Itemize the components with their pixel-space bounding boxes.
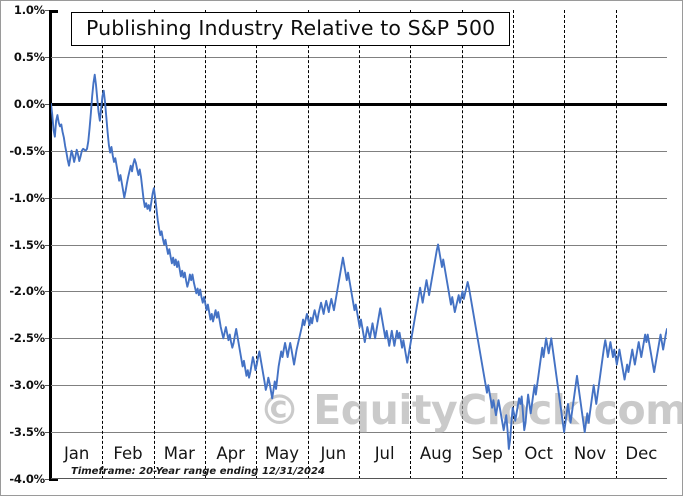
y-axis-tick-label: -1.0% bbox=[9, 190, 45, 205]
plot-area bbox=[51, 10, 667, 479]
y-axis-line bbox=[49, 10, 52, 480]
x-axis-month-label: Mar bbox=[163, 444, 195, 463]
x-axis-month-label: Jul bbox=[374, 444, 395, 463]
month-separator bbox=[205, 10, 206, 479]
y-axis-bottom-cap bbox=[49, 478, 58, 481]
y-axis-tick-label: 1.0% bbox=[13, 3, 45, 17]
y-axis-tick bbox=[45, 291, 52, 293]
y-axis-tick-label: -3.0% bbox=[9, 378, 45, 393]
month-separator bbox=[153, 10, 155, 479]
x-axis-month-label: Oct bbox=[524, 444, 553, 463]
plot-bottom-border bbox=[51, 478, 667, 479]
y-axis-tick-label: -0.5% bbox=[9, 143, 45, 158]
y-axis-tick-label: -4.0% bbox=[9, 472, 45, 486]
month-separator bbox=[359, 10, 360, 479]
y-axis-tick bbox=[45, 479, 52, 480]
x-axis-month-label: Jun bbox=[320, 444, 347, 463]
y-axis-tick-label: -2.0% bbox=[9, 284, 45, 299]
x-axis-month-label: Aug bbox=[419, 444, 453, 463]
timeframe-note: Timeframe: 20-Year range ending 12/31/20… bbox=[71, 466, 325, 477]
x-axis-month-label: Nov bbox=[573, 444, 607, 463]
y-axis-tick bbox=[45, 150, 52, 152]
x-axis-month-label: Apr bbox=[216, 444, 245, 463]
y-axis-tick bbox=[45, 338, 52, 340]
month-separator bbox=[615, 10, 617, 479]
y-axis-top-cap bbox=[49, 10, 58, 13]
y-axis-tick bbox=[45, 197, 52, 199]
month-separator bbox=[564, 10, 566, 479]
x-axis-month-label: May bbox=[264, 444, 300, 463]
month-separator bbox=[307, 10, 309, 479]
x-axis-month-label: Feb bbox=[113, 444, 143, 463]
x-axis-month-label: Dec bbox=[625, 444, 658, 463]
y-axis-tick-label: -1.5% bbox=[9, 237, 45, 252]
page-title: Publishing Industry Relative to S&P 500 bbox=[86, 16, 496, 40]
y-axis-tick bbox=[45, 385, 52, 387]
y-axis-tick-label: -3.5% bbox=[9, 425, 45, 440]
series-line bbox=[51, 10, 667, 479]
x-axis-month-label: Jan bbox=[63, 444, 90, 463]
y-axis-tick bbox=[45, 432, 52, 434]
month-separator bbox=[256, 10, 258, 479]
month-separator bbox=[513, 10, 514, 479]
month-separator bbox=[461, 10, 463, 479]
y-axis-tick-label: 0.0% bbox=[13, 96, 45, 111]
y-axis-tick bbox=[45, 103, 52, 105]
month-separator bbox=[410, 10, 412, 479]
y-axis-tick bbox=[45, 244, 52, 246]
chart-title-box: Publishing Industry Relative to S&P 500 bbox=[71, 12, 511, 46]
y-axis-tick bbox=[45, 56, 52, 58]
month-separator bbox=[102, 10, 104, 479]
y-axis-tick-label: 0.5% bbox=[13, 49, 45, 64]
y-axis-labels: 1.0% 0.5% 0.0% -0.5% -1.0% -1.5% -2.0% -2.5% -3.… bbox=[1, 1, 52, 497]
y-axis-tick bbox=[45, 10, 52, 11]
y-axis-tick-label: -2.5% bbox=[9, 331, 45, 346]
x-axis-month-label: Sep bbox=[471, 444, 503, 463]
